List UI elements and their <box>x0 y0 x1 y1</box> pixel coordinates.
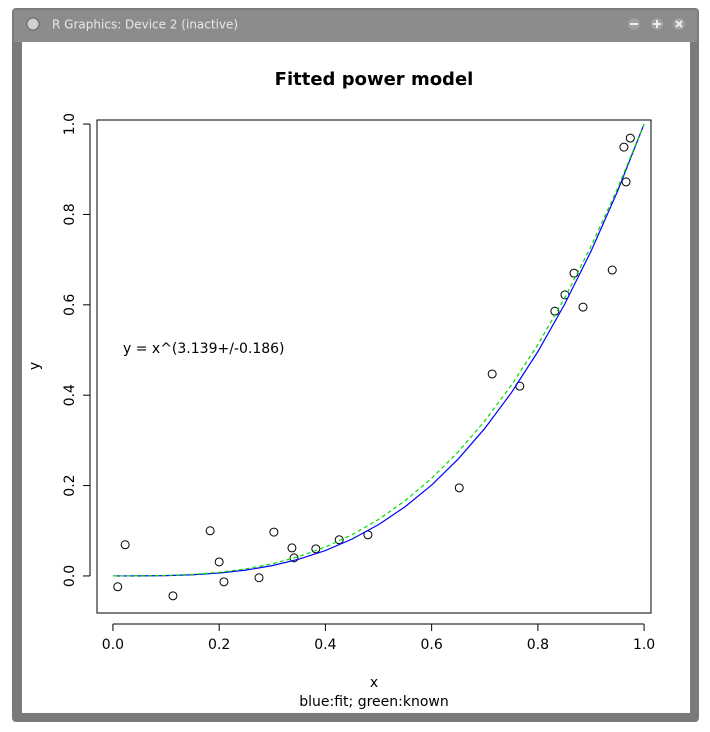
data-point <box>621 177 631 187</box>
data-point <box>214 557 224 567</box>
maximize-icon <box>653 20 661 28</box>
x-tick-label: 0.0 <box>102 637 124 653</box>
data-point <box>269 527 279 537</box>
data-point <box>607 265 617 275</box>
data-point <box>287 543 297 553</box>
annotation: y = x^(3.139+/-0.186) <box>123 341 285 357</box>
close-icon <box>675 20 683 28</box>
data-point <box>113 582 123 592</box>
x-tick-label: 0.4 <box>314 637 336 653</box>
data-point <box>334 535 344 545</box>
data-point <box>120 540 130 550</box>
x-tick-label: 0.6 <box>420 637 442 653</box>
title-bar <box>14 10 697 42</box>
y-tick-label: 1.0 <box>62 113 78 135</box>
data-point <box>454 483 464 493</box>
y-tick-label: 0.0 <box>62 565 78 587</box>
x-axis-label: x <box>370 675 378 691</box>
data-point <box>168 591 178 601</box>
plot-canvas <box>22 42 690 713</box>
x-tick-label: 0.8 <box>527 637 549 653</box>
curve <box>112 123 645 577</box>
plot-box <box>96 119 652 614</box>
y-tick-label: 0.8 <box>62 203 78 225</box>
curve <box>112 123 645 577</box>
app-icon <box>26 17 40 31</box>
window-title: R Graphics: Device 2 (inactive) <box>52 18 238 32</box>
y-tick-label: 0.2 <box>62 474 78 496</box>
y-tick-label: 0.6 <box>62 294 78 316</box>
y-axis-label: y <box>27 362 43 370</box>
plot: Fitted power model x blue:fit; green:kno… <box>27 69 655 710</box>
chart-title: Fitted power model <box>275 69 474 90</box>
y-tick-label: 0.4 <box>62 384 78 406</box>
data-point <box>578 302 588 312</box>
data-point <box>205 526 215 536</box>
x-tick-label: 1.0 <box>633 637 655 653</box>
data-point <box>219 577 229 587</box>
x-tick-label: 0.2 <box>208 637 230 653</box>
subtitle: blue:fit; green:known <box>299 694 448 710</box>
data-point <box>619 142 629 152</box>
data-point <box>625 133 635 143</box>
data-point <box>487 369 497 379</box>
data-point <box>254 573 264 583</box>
data-point <box>289 553 299 563</box>
